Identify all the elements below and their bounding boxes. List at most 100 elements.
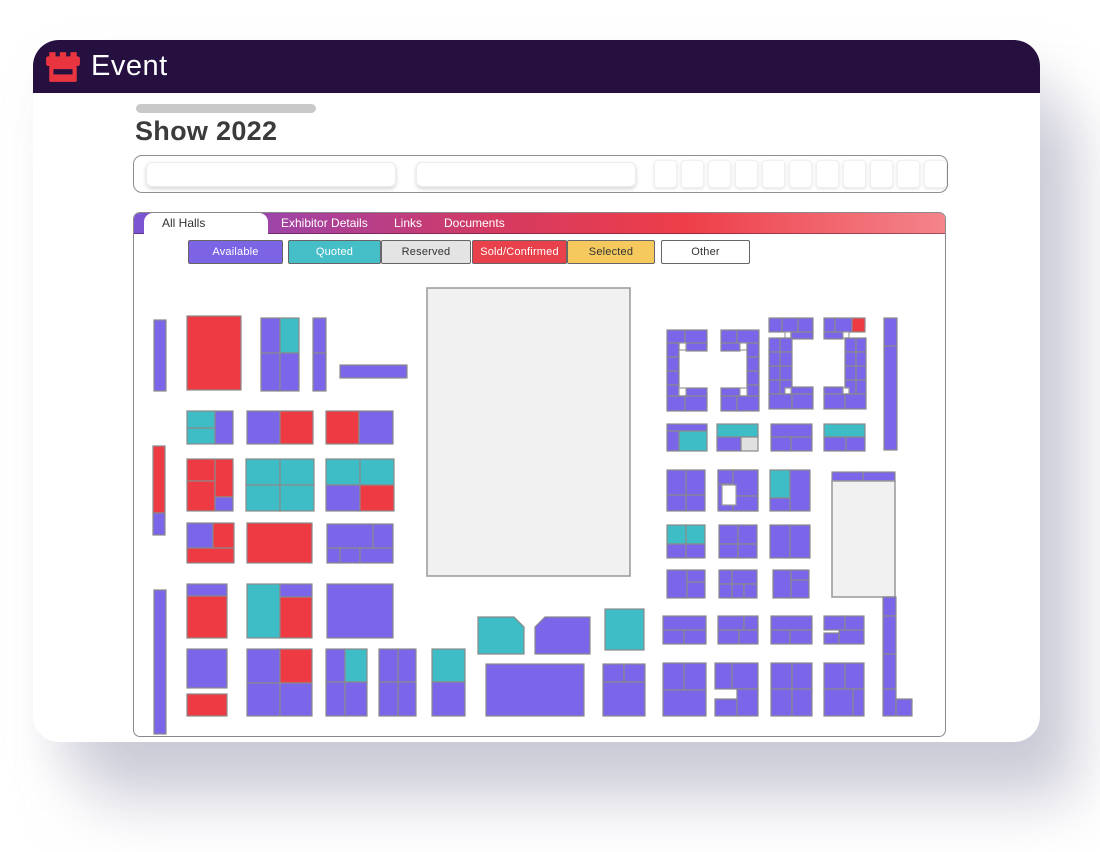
booth-available[interactable]: [823, 662, 846, 690]
booth-available[interactable]: [666, 469, 687, 496]
booth-available[interactable]: [855, 351, 867, 367]
booth-available[interactable]: [152, 512, 166, 536]
booth-available[interactable]: [718, 583, 733, 599]
booth-available[interactable]: [738, 629, 759, 645]
booth-available[interactable]: [790, 436, 813, 452]
booth-available[interactable]: [602, 663, 625, 683]
booth-reserved[interactable]: [740, 436, 759, 452]
booth-available[interactable]: [823, 436, 847, 452]
toolbar-field-1[interactable]: [146, 161, 396, 187]
booth-available[interactable]: [746, 356, 760, 372]
booth-available[interactable]: [895, 698, 913, 717]
booth-available[interactable]: [789, 469, 811, 512]
legend-reserved[interactable]: Reserved: [381, 240, 471, 264]
booth-available[interactable]: [731, 583, 745, 599]
booth-available[interactable]: [844, 351, 857, 367]
booth-available[interactable]: [662, 689, 707, 717]
booth-available[interactable]: [666, 370, 680, 386]
booth-available[interactable]: [790, 579, 810, 599]
booth-sold-confirmed[interactable]: [186, 595, 228, 639]
booth-sold-confirmed[interactable]: [325, 410, 360, 445]
booth-quoted[interactable]: [716, 423, 759, 438]
booth-available[interactable]: [768, 351, 781, 367]
booth-available[interactable]: [770, 662, 793, 690]
booth-available[interactable]: [746, 342, 760, 358]
booth-available[interactable]: [666, 430, 680, 452]
toolbar-square-button[interactable]: [924, 160, 947, 188]
booth-available[interactable]: [823, 688, 854, 717]
toolbar-square-button[interactable]: [735, 160, 758, 188]
booth-available[interactable]: [397, 648, 417, 683]
booth-available[interactable]: [683, 629, 707, 645]
booth-available[interactable]: [666, 543, 687, 559]
booth-sold-confirmed[interactable]: [212, 522, 235, 549]
booth-available[interactable]: [731, 569, 758, 585]
booth-available[interactable]: [720, 342, 741, 352]
booth-available[interactable]: [279, 682, 313, 717]
booth-available[interactable]: [720, 387, 741, 397]
booth-available[interactable]: [431, 681, 466, 717]
booth-available[interactable]: [768, 365, 781, 381]
booth-available[interactable]: [326, 583, 394, 639]
booth-available[interactable]: [743, 615, 759, 631]
booth-available[interactable]: [731, 662, 759, 690]
booth-available[interactable]: [746, 370, 760, 386]
booth-available[interactable]: [686, 569, 706, 583]
booth-available[interactable]: [845, 436, 866, 452]
booth-quoted[interactable]: [186, 410, 216, 429]
booth-available[interactable]: [797, 317, 814, 333]
booth-available[interactable]: [685, 387, 708, 397]
booth-sold-confirmed[interactable]: [279, 596, 313, 639]
booth-available[interactable]: [736, 329, 760, 344]
booth-available[interactable]: [717, 469, 734, 485]
booth-available[interactable]: [717, 615, 745, 631]
booth-quoted[interactable]: [359, 458, 395, 486]
booth-quoted[interactable]: [769, 469, 791, 499]
toolbar-square-button[interactable]: [897, 160, 920, 188]
booth-available[interactable]: [768, 337, 781, 353]
booth-available[interactable]: [339, 364, 408, 379]
booth-available[interactable]: [260, 352, 281, 392]
booth-available[interactable]: [246, 682, 281, 717]
booth-available[interactable]: [358, 410, 394, 445]
booth-available[interactable]: [666, 384, 680, 397]
booth-available[interactable]: [666, 423, 708, 432]
booth-available[interactable]: [685, 342, 708, 352]
booth-available[interactable]: [246, 648, 281, 684]
toolbar-square-button[interactable]: [843, 160, 866, 188]
booth-quoted[interactable]: [431, 648, 466, 683]
booth-available[interactable]: [372, 523, 394, 549]
booth-available[interactable]: [732, 469, 759, 497]
booth-available[interactable]: [684, 329, 708, 344]
booth-quoted[interactable]: [604, 608, 645, 651]
booth-available[interactable]: [743, 583, 758, 599]
booth-quoted[interactable]: [246, 583, 281, 639]
booth-available[interactable]: [623, 663, 646, 683]
booth-available[interactable]: [685, 543, 706, 559]
booth-available[interactable]: [838, 629, 865, 645]
booth-available[interactable]: [769, 497, 791, 512]
booth-available[interactable]: [684, 395, 708, 412]
booth-available[interactable]: [325, 681, 346, 717]
booth-available[interactable]: [768, 317, 783, 333]
booth-available[interactable]: [666, 569, 688, 599]
booth-available[interactable]: [666, 494, 687, 512]
booth-quoted[interactable]: [823, 423, 866, 438]
booth-available[interactable]: [714, 662, 733, 690]
booth-available[interactable]: [855, 379, 867, 395]
booth-available[interactable]: [339, 547, 361, 564]
booth-available[interactable]: [666, 342, 680, 358]
booth-available[interactable]: [485, 663, 585, 717]
booth-available[interactable]: [790, 569, 810, 581]
booth-sold-confirmed[interactable]: [359, 484, 395, 512]
booth-available[interactable]: [882, 615, 897, 655]
booth-available[interactable]: [246, 410, 281, 445]
booth-available[interactable]: [153, 589, 167, 735]
booth-available[interactable]: [325, 484, 361, 512]
booth-available[interactable]: [789, 629, 813, 645]
booth-available[interactable]: [714, 698, 738, 717]
booth-available[interactable]: [768, 379, 781, 395]
booth-sold-confirmed[interactable]: [186, 547, 235, 564]
booth-available[interactable]: [779, 365, 793, 381]
booth-available[interactable]: [186, 522, 214, 549]
